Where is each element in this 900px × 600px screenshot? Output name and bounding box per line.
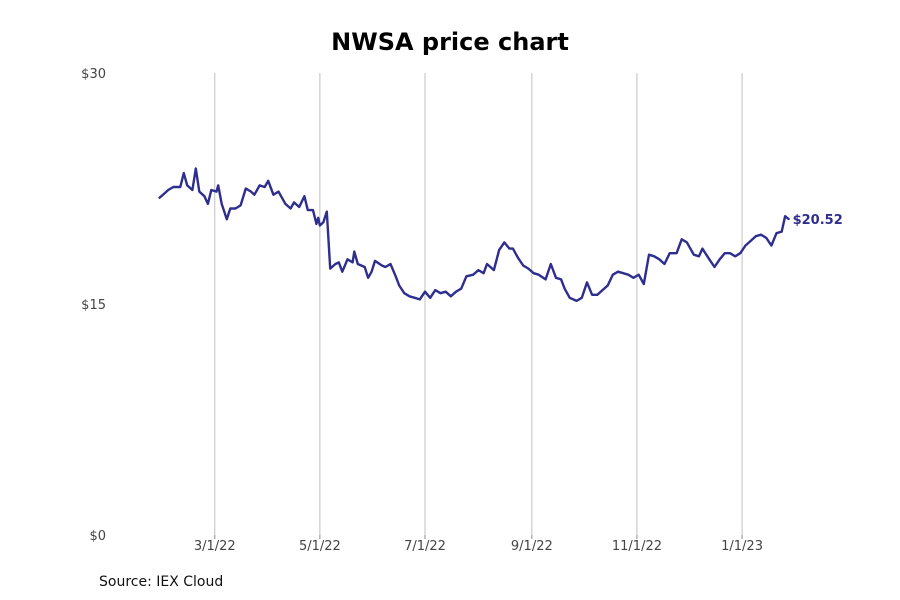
- x-tick-label: 1/1/23: [721, 539, 763, 554]
- x-tick-label: 11/1/22: [612, 539, 662, 554]
- axis-labels: 3/1/22 5/1/22 7/1/22 9/1/22 11/1/22 1/1/23 $0 $…: [81, 67, 763, 554]
- x-tick-label: 9/1/22: [511, 539, 553, 554]
- source-note: Source: IEX Cloud: [99, 574, 224, 590]
- grid-lines: [214, 73, 743, 539]
- price-series-line: [158, 167, 790, 303]
- y-tick-label: $15: [81, 298, 106, 313]
- y-tick-label: $0: [89, 529, 106, 544]
- series-layer: $20.52: [158, 167, 843, 303]
- chart-title: NWSA price chart: [331, 28, 569, 56]
- x-tick-label: 5/1/22: [299, 539, 341, 554]
- last-price-label: $20.52: [793, 213, 843, 228]
- x-tick-label: 7/1/22: [404, 539, 446, 554]
- x-tick-label: 3/1/22: [194, 539, 236, 554]
- y-tick-label: $30: [81, 67, 106, 82]
